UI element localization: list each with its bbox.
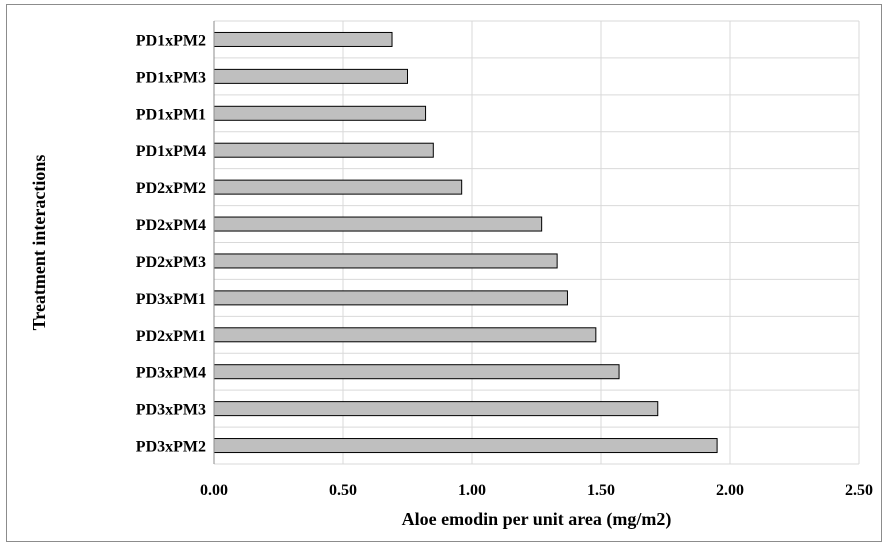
- bar: [213, 179, 463, 195]
- chart-frame: PD1xPM2 PD1xPM3 PD1xPM1 PD1xPM4 PD2xPM2 PD2xP…: [6, 4, 882, 542]
- y-tick-label: PD2xPM1: [136, 328, 206, 345]
- y-tick-label: PD1xPM1: [136, 106, 206, 123]
- bar: [213, 142, 434, 158]
- bar: [213, 253, 558, 269]
- bar: [213, 327, 597, 343]
- x-tick-label: 0.50: [329, 482, 357, 499]
- y-tick-label: PD1xPM2: [136, 32, 206, 49]
- bar: [213, 216, 543, 232]
- y-tick-label: PD2xPM4: [136, 217, 206, 234]
- x-tick-label: 1.50: [587, 482, 615, 499]
- bar: [213, 364, 620, 380]
- y-tick-label: PD1xPM4: [136, 143, 206, 160]
- x-tick-label: 2.00: [716, 482, 744, 499]
- y-tick-label: PD3xPM4: [136, 365, 206, 382]
- y-tick-label: PD3xPM3: [136, 402, 206, 419]
- x-tick-label: 0.00: [200, 482, 228, 499]
- chart-svg: PD1xPM2 PD1xPM3 PD1xPM1 PD1xPM4 PD2xPM2 PD2xP…: [29, 20, 873, 530]
- bar: [213, 438, 718, 454]
- grid-layer: [214, 20, 860, 465]
- bar: [213, 68, 408, 84]
- bar: [213, 31, 393, 47]
- x-tick-label: 1.00: [458, 482, 486, 499]
- x-tick-label: 2.50: [845, 482, 873, 499]
- x-axis-title: Aloe emodin per unit area (mg/m2): [402, 509, 672, 530]
- y-axis-title: Treatment interactions: [29, 155, 49, 331]
- y-tick-label: PD2xPM2: [136, 180, 206, 197]
- bar: [213, 401, 659, 417]
- y-tick-label: PD2xPM3: [136, 254, 206, 271]
- bar: [213, 105, 427, 121]
- labels-layer: PD1xPM2 PD1xPM3 PD1xPM1 PD1xPM4 PD2xPM2 PD2xP…: [136, 32, 873, 499]
- y-tick-label: PD3xPM1: [136, 291, 206, 308]
- bar: [213, 290, 568, 306]
- y-tick-label: PD1xPM3: [136, 69, 206, 86]
- y-tick-label: PD3xPM2: [136, 439, 206, 456]
